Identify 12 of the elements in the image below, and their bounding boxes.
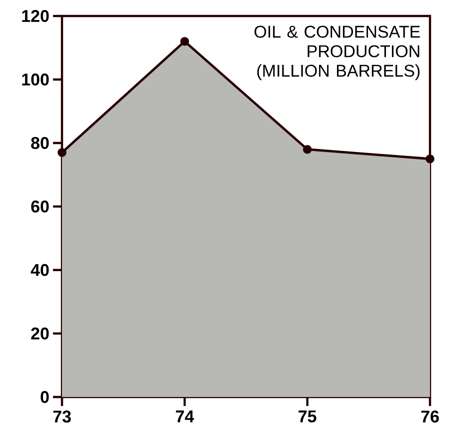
y-tick-label: 80 — [31, 136, 49, 150]
y-tick-label: 60 — [31, 200, 49, 213]
y-tick-label: 40 — [30, 264, 49, 276]
x-tick-label: 75 — [298, 410, 316, 422]
x-tick-label: 74 — [176, 410, 194, 422]
y-tick-label: 100 — [22, 73, 49, 86]
x-tick-label: 76 — [421, 410, 439, 423]
y-tick-label: 120 — [22, 10, 49, 22]
text: OIL & CONDENSATE PRODUCTION (MILLION BARRELS) — [254, 26, 420, 80]
y-tick-label: 20 — [31, 327, 49, 340]
y-tick-label: 0 — [40, 390, 49, 404]
x-tick-label: 73 — [53, 410, 71, 423]
